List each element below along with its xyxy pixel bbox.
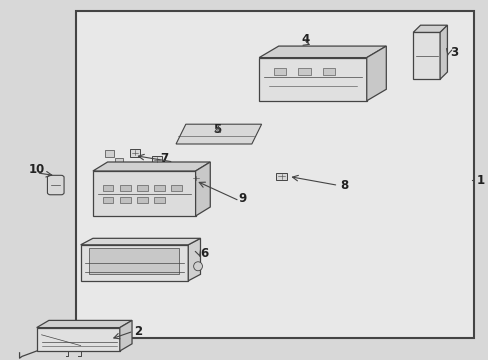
Text: 6: 6	[200, 247, 208, 260]
Polygon shape	[89, 248, 179, 274]
Text: 5: 5	[213, 123, 221, 136]
Ellipse shape	[115, 173, 119, 176]
Bar	[120, 185, 130, 191]
Bar	[154, 197, 164, 203]
Ellipse shape	[202, 177, 208, 182]
Polygon shape	[439, 25, 447, 79]
Text: 10: 10	[28, 163, 45, 176]
Polygon shape	[93, 162, 210, 171]
Polygon shape	[120, 320, 132, 351]
Bar	[129, 149, 140, 157]
Bar	[137, 197, 147, 203]
Polygon shape	[412, 32, 439, 79]
Polygon shape	[259, 58, 366, 101]
Bar	[137, 185, 147, 191]
Bar	[102, 185, 113, 191]
Bar	[322, 68, 334, 75]
Bar	[171, 185, 182, 191]
Polygon shape	[81, 238, 200, 245]
Polygon shape	[259, 46, 386, 58]
Ellipse shape	[193, 262, 202, 271]
Bar	[100, 171, 107, 176]
FancyBboxPatch shape	[47, 175, 64, 195]
Text: 4: 4	[301, 33, 309, 46]
Polygon shape	[188, 238, 200, 281]
Bar	[273, 68, 285, 75]
Polygon shape	[176, 124, 261, 144]
Bar	[276, 173, 286, 180]
Text: 2: 2	[134, 325, 142, 338]
Polygon shape	[76, 11, 473, 338]
Polygon shape	[412, 25, 447, 32]
Bar	[105, 150, 114, 157]
Text: 8: 8	[339, 179, 347, 192]
Polygon shape	[37, 320, 132, 328]
Polygon shape	[81, 245, 188, 281]
Polygon shape	[37, 328, 120, 351]
Bar	[115, 158, 122, 164]
Ellipse shape	[122, 178, 127, 181]
Text: 3: 3	[449, 46, 457, 59]
Bar	[190, 175, 200, 182]
Bar	[102, 197, 113, 203]
Polygon shape	[93, 171, 195, 216]
Text: 1: 1	[476, 174, 484, 186]
Ellipse shape	[105, 180, 109, 183]
Polygon shape	[195, 162, 210, 216]
Polygon shape	[366, 46, 386, 101]
Text: 7: 7	[160, 152, 167, 165]
Bar	[154, 185, 164, 191]
Text: 9: 9	[238, 192, 245, 204]
Bar	[151, 156, 162, 164]
Bar	[298, 68, 310, 75]
Ellipse shape	[107, 167, 112, 171]
Bar	[120, 197, 130, 203]
